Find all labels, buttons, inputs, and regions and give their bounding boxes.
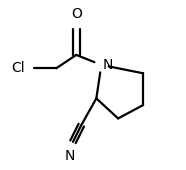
Text: N: N bbox=[103, 58, 113, 72]
Text: O: O bbox=[71, 7, 82, 21]
Text: Cl: Cl bbox=[12, 61, 25, 75]
Text: N: N bbox=[64, 149, 75, 163]
